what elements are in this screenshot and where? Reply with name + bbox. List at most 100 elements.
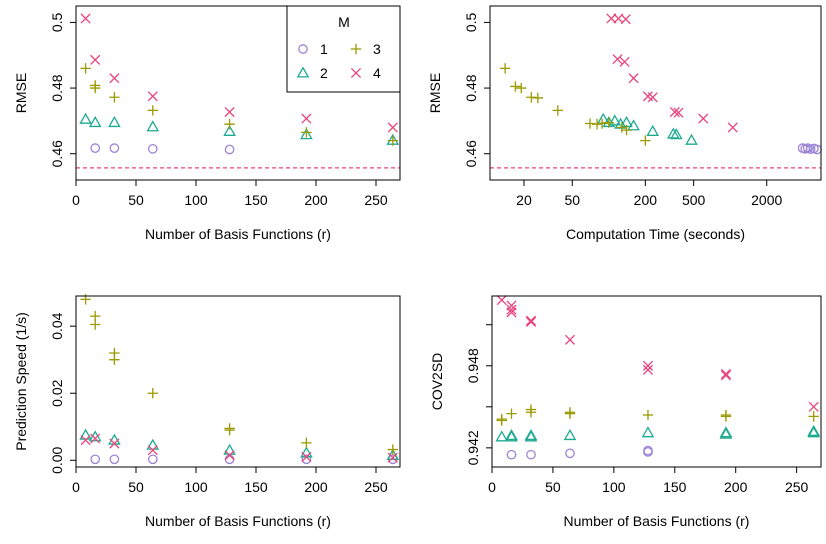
legend-title: M <box>338 14 350 30</box>
data-point-series-3 <box>584 118 596 129</box>
legend-box <box>286 5 401 93</box>
data-point-series-2 <box>79 428 92 440</box>
data-point-series-3 <box>301 127 312 138</box>
data-point-series-4 <box>720 368 732 380</box>
x-tick-label: 100 <box>184 192 208 208</box>
data-point-series-2 <box>666 127 680 139</box>
data-point-series-4 <box>147 91 158 102</box>
data-point-series-3 <box>147 105 158 116</box>
x-tick-label: 150 <box>663 479 687 495</box>
data-point-series-3 <box>596 118 608 129</box>
x-tick-label: 50 <box>545 479 561 495</box>
legend-marker-1 <box>298 44 308 54</box>
data-point-series-4 <box>80 13 91 24</box>
data-point-series-3 <box>499 63 511 74</box>
data-point-series-2 <box>495 430 509 442</box>
data-point-series-3 <box>532 92 543 104</box>
data-point-series-2 <box>300 128 313 140</box>
data-point-series-3 <box>109 92 120 103</box>
x-tick-label: 250 <box>364 192 388 208</box>
series-1 <box>90 143 235 155</box>
data-point-series-3 <box>808 411 819 422</box>
data-point-series-2 <box>108 116 121 128</box>
data-point-series-3 <box>525 404 537 415</box>
data-point-series-1 <box>109 143 120 154</box>
data-point-series-4 <box>647 92 658 103</box>
data-point-series-2 <box>223 124 236 136</box>
data-point-series-2 <box>563 429 577 441</box>
data-point-series-2 <box>524 430 538 442</box>
data-point-series-3 <box>224 424 235 436</box>
series-4 <box>80 13 398 133</box>
x-tick-label: 200 <box>634 192 658 208</box>
data-point-series-3 <box>616 122 628 133</box>
data-point-series-4 <box>642 364 654 375</box>
y-axis: 0.46 0.48 0.5 RMSE <box>13 12 76 167</box>
y-tick-label: 0.942 <box>465 430 481 465</box>
plot-frame <box>491 295 822 468</box>
series-4 <box>496 295 819 412</box>
x-tick-label: 50 <box>128 192 144 208</box>
x-tick-label: 250 <box>364 479 388 495</box>
series-3 <box>496 404 819 426</box>
legend-marker-2 <box>296 66 310 78</box>
data-point-series-4 <box>628 73 639 84</box>
x-tick-label: 0 <box>72 192 80 208</box>
y-tick-label: 0.04 <box>49 312 65 339</box>
data-point-series-1 <box>109 454 120 465</box>
data-point-series-3 <box>387 444 398 455</box>
x-tick-label: 200 <box>724 479 748 495</box>
plot-frame <box>75 295 401 468</box>
data-point-series-4 <box>496 295 507 306</box>
data-point-series-4 <box>673 107 684 118</box>
data-point-series-4 <box>109 438 120 449</box>
data-point-series-4 <box>387 122 398 133</box>
x-axis: 0 50 100 150 200 250 Number of Basis Functions… <box>488 467 809 529</box>
x-axis: 20 50 200 500 2000 Computation Time (seconds) <box>516 180 783 242</box>
x-tick-label: 150 <box>244 192 268 208</box>
series-4 <box>606 13 738 133</box>
data-point-series-2 <box>627 119 640 131</box>
series-1 <box>506 445 653 460</box>
y-tick-label: 0.00 <box>49 446 65 473</box>
legend-label-4: 4 <box>373 65 381 81</box>
series-3 <box>499 63 651 146</box>
data-point-series-3 <box>90 82 101 94</box>
data-point-series-3 <box>147 388 158 399</box>
y-axis-label: COV2SD <box>429 353 445 411</box>
series-1 <box>797 143 822 155</box>
x-axis-label: Computation Time (seconds) <box>566 226 745 242</box>
data-point-series-3 <box>621 124 632 136</box>
data-point-series-3 <box>224 118 235 130</box>
data-point-series-3 <box>526 92 537 103</box>
data-point-series-1 <box>526 449 536 460</box>
data-point-series-3 <box>564 408 576 419</box>
data-point-series-3 <box>301 437 312 449</box>
data-point-series-3 <box>552 105 564 116</box>
data-point-series-2 <box>505 430 518 442</box>
data-point-series-4 <box>506 307 517 318</box>
data-point-series-1 <box>301 454 312 465</box>
series-2 <box>79 112 400 145</box>
data-point-series-4 <box>506 304 517 315</box>
data-point-series-1 <box>643 447 653 457</box>
data-point-series-1 <box>224 144 235 155</box>
series-3 <box>80 294 398 455</box>
x-tick-label: 150 <box>244 479 268 495</box>
data-point-series-4 <box>80 435 91 446</box>
data-point-series-3 <box>90 319 101 330</box>
data-point-series-2 <box>79 112 92 124</box>
x-tick-label: 50 <box>564 192 580 208</box>
data-point-series-4 <box>619 56 630 67</box>
data-point-series-3 <box>496 413 507 425</box>
data-point-series-2 <box>807 426 821 438</box>
legend: M1 2 3 4 <box>286 5 401 93</box>
data-point-series-3 <box>603 117 615 128</box>
data-point-series-2 <box>505 429 518 441</box>
data-point-series-3 <box>720 409 732 421</box>
data-point-series-2 <box>646 124 660 136</box>
data-point-series-4 <box>669 106 680 118</box>
data-point-series-2 <box>88 116 102 128</box>
y-axis-label: Prediction Speed (1/s) <box>13 312 29 451</box>
